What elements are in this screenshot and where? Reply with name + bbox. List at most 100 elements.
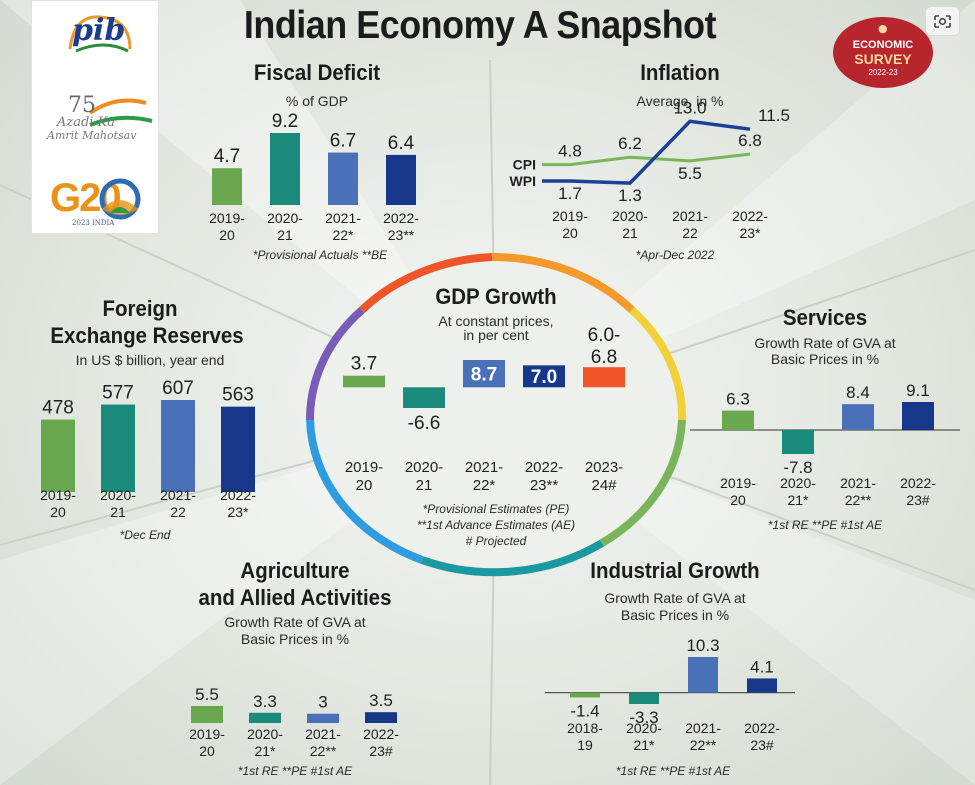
forex-value-2: 607: [162, 378, 194, 399]
agriculture-value-2: 3: [318, 693, 327, 712]
economic-survey-badge: ● ECONOMIC SURVEY 2022-23: [833, 17, 933, 88]
inflation-wpi-value-0: 1.7: [558, 184, 582, 203]
gdp-value-4-b: 6.8: [591, 347, 617, 368]
fiscal-value-2: 6.7: [330, 131, 356, 152]
inflation-title: Inflation: [640, 60, 720, 85]
agri-chart: 5.5 2019- 20 3.3 2020- 21* 3 2021- 22** 3.5 2022- 2…: [182, 660, 422, 774]
fiscal-cat-2: 2021-: [325, 210, 361, 226]
agriculture-bar-0: [191, 706, 223, 723]
agriculture-cat-0: 2019-: [189, 726, 225, 742]
agriculture-bar-1: [249, 712, 281, 723]
gdp-cat-3-b: 23**: [530, 477, 559, 494]
gdp-bar-4: [583, 367, 625, 388]
services-footnote: *1st RE **PE #1st AE: [767, 518, 883, 532]
inflation-cat-0-b: 20: [562, 225, 578, 241]
badge-line2: SURVEY: [854, 51, 912, 67]
agriculture-cat-0-b: 20: [199, 743, 215, 759]
industrial-cat-0-b: 19: [577, 737, 593, 753]
services-cat-3-b: 23#: [906, 492, 930, 508]
inflation-line-wpi: [542, 119, 751, 185]
industrial-title: Industrial Growth: [590, 558, 760, 583]
forex-cat-2-b: 22: [170, 504, 186, 520]
fiscal-cat-1: 2020-: [267, 210, 303, 226]
services-cat-2: 2021-: [840, 475, 876, 491]
g20-subtitle: 2023 INDIA: [72, 219, 115, 227]
forex-cat-2: 2021-: [160, 487, 196, 503]
agriculture-cat-1: 2020-: [247, 726, 283, 742]
fiscal-chart: 4.7 2019- 20 9.2 2020- 21 6.7 2021- 22* 6.4 2022- 2…: [200, 105, 440, 254]
forex-value-3: 563: [222, 385, 254, 406]
forex-cat-3-b: 23*: [227, 504, 249, 520]
gdp-cat-3: 2022-: [525, 459, 563, 476]
gdp-cat-4-b: 24#: [591, 477, 617, 494]
agriculture-cat-1-b: 21*: [254, 743, 276, 759]
gdp-value-4: 6.0-: [588, 325, 621, 346]
logo-panel: pib 75 Azadi Ka Amrit Mahotsav G20 2023 …: [31, 0, 159, 234]
industrial-cat-1-b: 21*: [633, 737, 655, 753]
badge-line1: ECONOMIC: [852, 39, 914, 51]
services-value-2: 8.4: [846, 383, 870, 402]
azadi-number: 75: [68, 93, 96, 118]
inflation-cat-3: 2022-: [732, 208, 768, 224]
agriculture-value-1: 3.3: [253, 692, 277, 711]
fiscal-footnote: *Provisional Actuals **BE: [252, 248, 388, 262]
forex-title-line1: Foreign: [102, 296, 178, 321]
inflation-footnote: *Apr-Dec 2022: [635, 248, 715, 262]
pib-logo-icon: [68, 15, 132, 53]
fiscal-subtitle: % of GDP: [285, 93, 349, 109]
services-title: Services: [782, 305, 868, 330]
services-bar-2: [842, 404, 874, 430]
gdp-value-3: 7.0: [531, 367, 557, 388]
forex-svg: 478 2019-20 577 2020-21 607 2021-22 563 2022-23…: [40, 378, 256, 520]
fiscal-bar-2: [328, 152, 358, 205]
fiscal-value-0: 4.7: [214, 146, 240, 167]
forex-value-1: 577: [102, 383, 134, 404]
inflation-cat-3-b: 23*: [739, 225, 761, 241]
services-value-1: -7.8: [783, 458, 812, 477]
services-bar-0: [722, 410, 754, 430]
industrial-cat-3-b: 23#: [750, 737, 774, 753]
forex-bar-2: [161, 400, 195, 492]
inflation-legend-cpi: CPI: [513, 157, 536, 173]
forex-cat-3: 2022-: [220, 487, 256, 503]
industrial-chart: -1.4 2018- 19 -3.3 2020- 21* 10.3 2021- 22** 4.1 2…: [545, 622, 805, 766]
gdp-bar-1: [403, 387, 445, 408]
industrial-value-0: -1.4: [570, 701, 599, 720]
fiscal-bar-1: [270, 133, 300, 205]
gdp-value-2: 8.7: [471, 364, 497, 385]
inflation-wpi-value-3: 11.5: [758, 106, 790, 125]
services-cat-2-b: 22**: [845, 492, 872, 508]
forex-subtitle: In US $ billion, year end: [75, 352, 225, 368]
services-cat-3: 2022-: [900, 475, 936, 491]
fiscal-cat-3: 2022-: [383, 210, 419, 226]
fiscal-bar-0: [212, 168, 242, 205]
fiscal-title: Fiscal Deficit: [253, 60, 381, 85]
gdp-cat-0: 2019-: [345, 459, 383, 476]
inflation-cpi-value-1: 6.2: [618, 134, 642, 153]
services-cat-0: 2019-: [720, 475, 756, 491]
fiscal-bar-3: [386, 154, 416, 205]
services-subtitle-line2: Basic Prices in %: [770, 351, 880, 367]
page-title: Indian Economy A Snapshot: [243, 4, 717, 47]
inflation-wpi-value-1: 1.3: [618, 186, 642, 205]
agriculture-cat-3-b: 23#: [369, 743, 393, 759]
gdp-cat-2-b: 22*: [473, 477, 496, 494]
services-cat-1: 2020-: [780, 475, 816, 491]
agri-subtitle-line1: Growth Rate of GVA at: [224, 614, 366, 630]
inflation-cat-1: 2020-: [612, 208, 648, 224]
gdp-bar-0: [343, 375, 385, 388]
badge-line3: 2022-23: [868, 68, 898, 77]
inflation-legend-wpi: WPI: [510, 173, 536, 189]
forex-bar-3: [221, 406, 255, 492]
industrial-bar-0: [570, 692, 600, 698]
forex-title-line2: Exchange Reserves: [50, 323, 244, 348]
fiscal-cat-0: 2019-: [209, 210, 245, 226]
industrial-footnote: *1st RE **PE #1st AE: [615, 764, 731, 778]
industrial-cat-3: 2022-: [744, 720, 780, 736]
visual-search-button[interactable]: [925, 6, 960, 36]
fiscal-cat-2-b: 22*: [332, 227, 354, 243]
inflation-line-cpi: [542, 152, 751, 167]
forex-cat-1: 2020-: [100, 487, 136, 503]
